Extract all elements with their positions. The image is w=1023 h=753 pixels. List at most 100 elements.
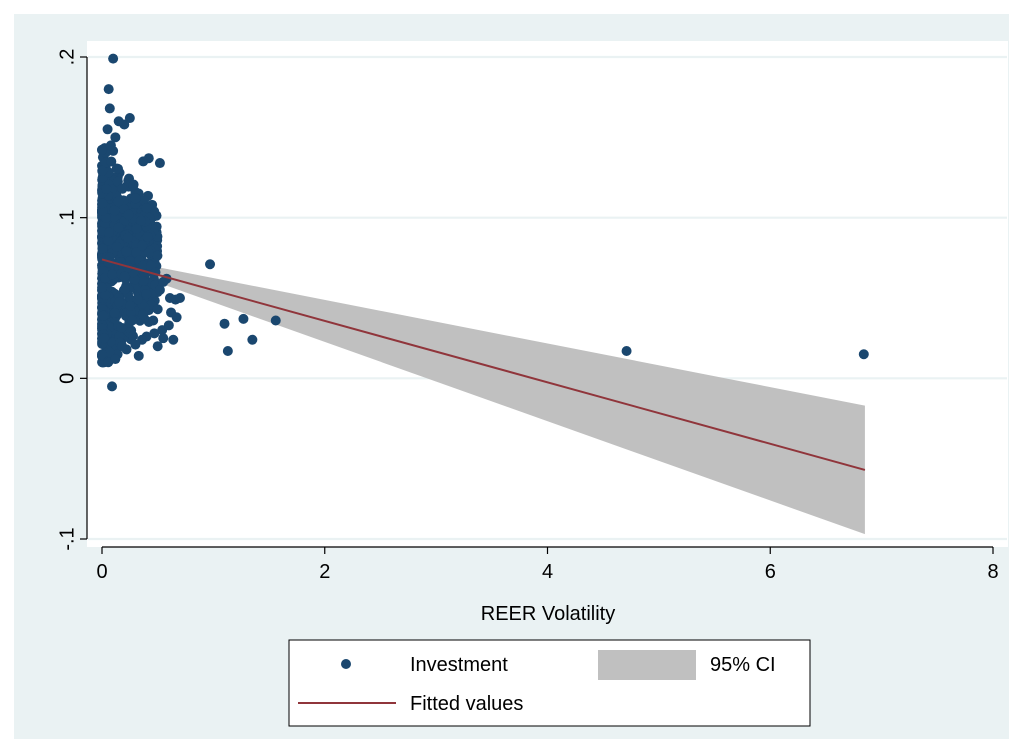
x-tick-label-3: 6 xyxy=(765,561,776,583)
scatter-point xyxy=(238,313,249,324)
scatter-point xyxy=(127,315,138,326)
scatter-point xyxy=(97,243,108,254)
scatter-point xyxy=(102,124,113,135)
scatter-point xyxy=(149,328,160,339)
scatter-point xyxy=(109,307,120,318)
scatter-point xyxy=(128,330,139,341)
scatter-point xyxy=(97,165,108,176)
x-tick-label-2: 4 xyxy=(542,561,553,583)
scatter-point xyxy=(205,259,216,270)
scatter-point xyxy=(116,322,127,333)
scatter-point xyxy=(152,304,163,315)
y-tick-label-0: -.1 xyxy=(56,527,78,550)
scatter-point xyxy=(107,336,118,347)
scatter-point xyxy=(130,193,141,204)
scatter-point xyxy=(131,223,142,234)
scatter-point xyxy=(97,198,108,209)
scatter-point xyxy=(97,205,108,216)
scatter-point xyxy=(101,183,112,194)
scatter-point xyxy=(247,334,258,345)
scatter-point xyxy=(152,341,163,352)
scatter-point xyxy=(99,333,110,344)
scatter-point xyxy=(112,176,123,187)
legend-swatch-ci xyxy=(598,650,696,680)
scatter-point xyxy=(113,196,124,207)
scatter-point xyxy=(131,247,142,258)
x-tick-label-4: 8 xyxy=(987,561,998,583)
scatter-point xyxy=(119,271,130,282)
scatter-point xyxy=(106,156,117,167)
scatter-point xyxy=(117,341,128,352)
scatter-point xyxy=(98,310,109,321)
scatter-point xyxy=(109,205,120,216)
legend: Investment 95% CI Fitted values xyxy=(288,639,811,727)
scatter-point xyxy=(113,222,124,233)
fitted-line xyxy=(101,258,866,471)
scatter-point xyxy=(142,231,153,242)
scatter-point xyxy=(111,163,122,174)
scatter-point xyxy=(97,349,107,360)
scatter-point xyxy=(152,250,163,261)
scatter-point xyxy=(171,312,182,323)
scatter-point xyxy=(163,320,174,331)
scatter-point xyxy=(141,203,152,214)
scatter-point xyxy=(123,209,134,220)
legend-box xyxy=(288,639,811,727)
scatter-point xyxy=(113,116,124,127)
scatter-point xyxy=(100,212,111,223)
scatter-point xyxy=(143,248,154,259)
y-tick-label-2: .1 xyxy=(56,209,78,226)
scatter-point xyxy=(135,215,146,226)
scatter-point xyxy=(119,284,130,295)
scatter-point xyxy=(103,235,114,246)
scatter-point xyxy=(111,241,122,252)
scatter-point xyxy=(122,232,133,243)
scatter-point xyxy=(103,227,114,238)
legend-label-investment: Investment xyxy=(410,654,508,676)
x-axis-label: REER Volatility xyxy=(481,603,616,625)
scatter-point xyxy=(270,315,281,326)
scatter-point xyxy=(125,300,136,311)
scatter-point xyxy=(138,275,149,286)
scatter-point xyxy=(121,246,132,257)
x-tick-label-0: 0 xyxy=(96,561,107,583)
scatter-point xyxy=(148,315,159,326)
scatter-point xyxy=(174,293,185,303)
scatter-point xyxy=(117,183,128,194)
scatter-point xyxy=(107,269,118,280)
scatter-point xyxy=(114,297,125,308)
scatter-point xyxy=(222,346,233,357)
legend-marker-investment xyxy=(341,659,351,669)
fit-line-layer xyxy=(101,258,866,471)
legend-label-fitted: Fitted values xyxy=(410,693,523,715)
scatter-points-layer xyxy=(97,53,869,392)
grid-lines xyxy=(88,55,1007,541)
scatter-point xyxy=(137,240,148,251)
y-tick-label-3: .2 xyxy=(56,49,78,66)
scatter-point xyxy=(137,309,148,320)
scatter-point xyxy=(103,84,114,95)
scatter-point xyxy=(105,140,116,151)
scatter-point xyxy=(138,156,149,167)
scatter-point xyxy=(154,158,165,169)
scatter-point xyxy=(138,260,149,271)
scatter-point xyxy=(110,354,121,365)
x-tick-label-1: 2 xyxy=(319,561,330,583)
scatter-point xyxy=(130,339,141,350)
confidence-band xyxy=(102,256,865,535)
axes: -.1 0 .1 .2 0 2 4 6 8 xyxy=(56,49,998,583)
scatter-point xyxy=(97,282,108,293)
scatter-point xyxy=(107,381,118,392)
scatter-point xyxy=(97,144,108,155)
scatter-point xyxy=(100,290,111,301)
scatter-point xyxy=(621,346,632,357)
scatter-point xyxy=(154,284,165,295)
confidence-band-layer xyxy=(102,256,865,535)
y-tick-label-1: 0 xyxy=(56,373,78,384)
scatter-point xyxy=(158,333,169,344)
scatter-point xyxy=(132,294,143,305)
scatter-point xyxy=(104,103,115,114)
scatter-point xyxy=(110,132,121,143)
